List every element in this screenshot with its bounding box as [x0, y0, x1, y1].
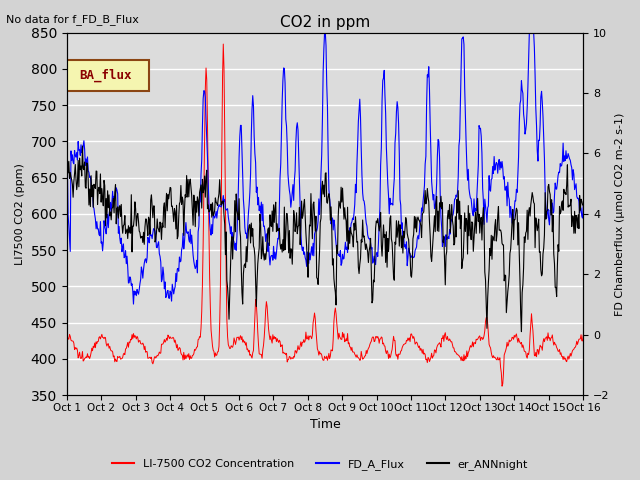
Y-axis label: LI7500 CO2 (ppm): LI7500 CO2 (ppm) — [15, 163, 25, 265]
Text: No data for f_FD_B_Flux: No data for f_FD_B_Flux — [6, 14, 140, 25]
X-axis label: Time: Time — [310, 419, 340, 432]
Y-axis label: FD Chamberflux (μmol CO2 m-2 s-1): FD Chamberflux (μmol CO2 m-2 s-1) — [615, 112, 625, 315]
Legend: LI-7500 CO2 Concentration, FD_A_Flux, er_ANNnight: LI-7500 CO2 Concentration, FD_A_Flux, er… — [108, 455, 532, 474]
FancyBboxPatch shape — [67, 60, 149, 91]
Title: CO2 in ppm: CO2 in ppm — [280, 15, 370, 30]
Text: BA_flux: BA_flux — [79, 68, 132, 82]
